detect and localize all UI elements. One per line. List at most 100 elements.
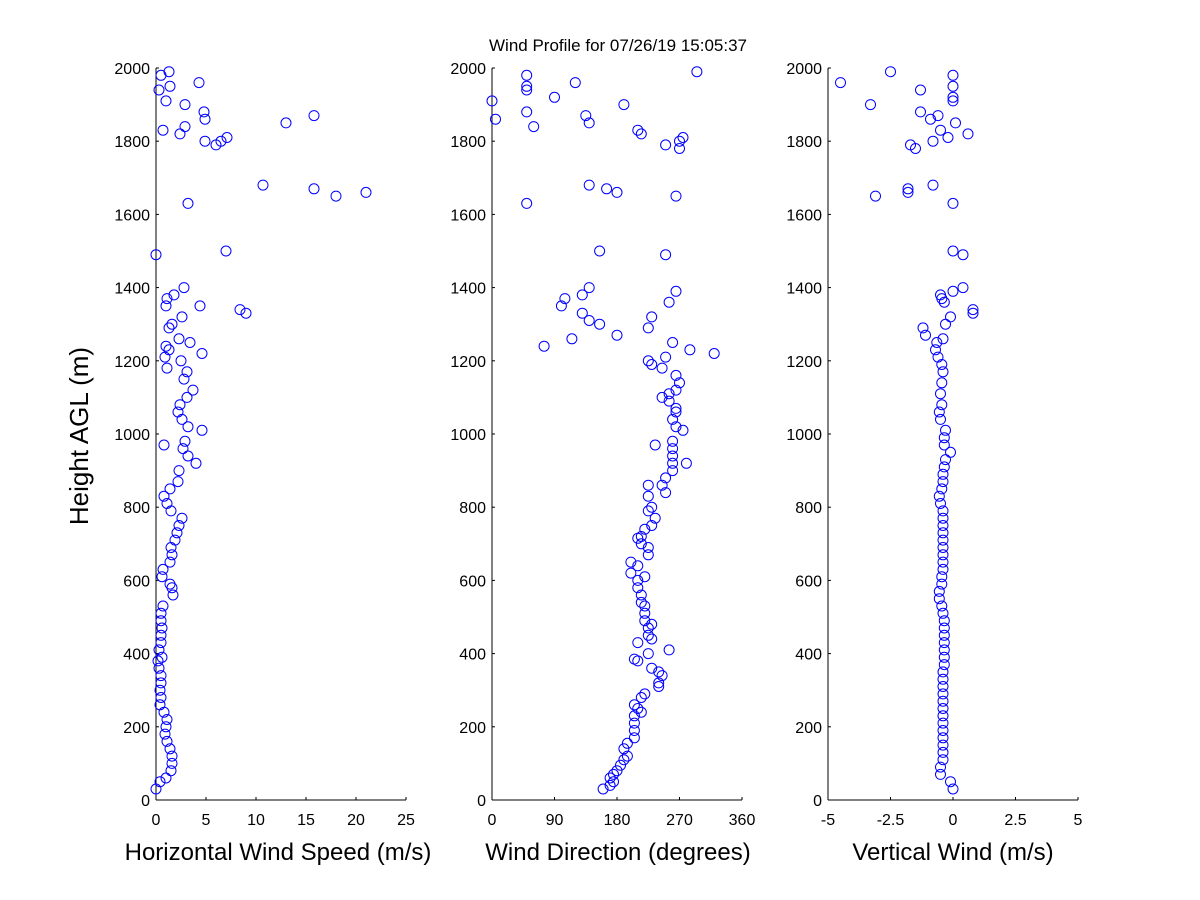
vertical-data-point (938, 296, 950, 308)
direction-data-point (660, 249, 672, 261)
vertical-data-point (933, 585, 945, 597)
direction-data-point (663, 644, 675, 656)
direction-panel: 0 200 400 600 800 1000 1200 1400 1600 1800 2000 0 90… (450, 61, 755, 829)
direction-data-point (628, 717, 640, 729)
vertical-data-point (950, 117, 961, 129)
direction-data-point (635, 538, 647, 550)
vertical-data-point (940, 454, 951, 466)
vertical-y-tick-label: 2000 (786, 61, 822, 78)
speed-data-point (190, 457, 202, 469)
speed-data-point (182, 197, 194, 209)
direction-data-point (635, 596, 647, 608)
direction-x-tick-label: 270 (666, 812, 693, 829)
vertical-data-point (937, 717, 949, 729)
direction-data-point (660, 351, 672, 363)
speed-y-tick-label: 600 (123, 573, 150, 590)
speed-data-point (159, 728, 171, 740)
vertical-data-point (935, 388, 946, 400)
direction-data-point (632, 637, 644, 649)
vertical-data-point (938, 461, 950, 473)
speed-data-point (184, 337, 196, 348)
speed-x-tick-label: 25 (397, 812, 415, 829)
vertical-data-point (942, 132, 954, 143)
direction-data-point (521, 197, 533, 209)
vertical-data-point (947, 91, 959, 103)
direction-data-point (667, 457, 679, 469)
speed-data-point (169, 534, 181, 546)
direction-data-point (663, 395, 675, 407)
direction-y-tick-label: 0 (477, 793, 486, 810)
vertical-data-point (938, 651, 950, 663)
direction-data-point (632, 560, 644, 572)
vertical-y-tick-label: 1400 (786, 281, 822, 298)
vertical-data-point (932, 110, 944, 122)
speed-data-point (156, 622, 168, 634)
direction-data-point (611, 186, 623, 198)
direction-data-point (635, 706, 647, 718)
x-axis-label-speed: Horizontal Wind Speed (m/s) (125, 839, 432, 866)
speed-data-point (178, 373, 190, 385)
speed-data-point (156, 651, 168, 663)
direction-data-point (490, 113, 501, 125)
speed-data-point (173, 520, 185, 531)
vertical-data-point (902, 186, 914, 198)
vertical-data-point (925, 113, 936, 125)
vertical-data-point (937, 710, 949, 722)
direction-data-point (559, 293, 571, 305)
vertical-data-point (937, 695, 949, 707)
direction-x-tick-label: 360 (729, 812, 756, 829)
speed-data-point (166, 750, 178, 762)
vertical-data-point (937, 754, 949, 766)
direction-data-point (642, 479, 654, 491)
direction-data-point (628, 710, 640, 722)
vertical-x-tick-label: -5 (821, 812, 835, 829)
speed-data-point (240, 307, 252, 319)
speed-x-tick-label: 0 (152, 812, 161, 829)
direction-data-point (594, 245, 606, 257)
vertical-y-tick-label: 200 (795, 720, 822, 737)
direction-data-point (611, 765, 623, 777)
speed-data-point (160, 772, 172, 784)
direction-data-point (639, 571, 651, 583)
direction-data-point (628, 653, 640, 665)
direction-data-point (639, 607, 651, 619)
speed-data-point (164, 578, 176, 590)
speed-data-point (165, 765, 177, 777)
vertical-data-point (937, 333, 949, 345)
direction-data-point (674, 143, 685, 154)
vertical-data-point (967, 304, 979, 316)
vertical-data-point (937, 703, 949, 714)
direction-data-point (555, 300, 567, 312)
speed-data-point (157, 600, 169, 612)
vertical-data-point (947, 69, 959, 81)
vertical-data-point (927, 179, 939, 191)
direction-data-point (639, 615, 651, 627)
direction-data-point (618, 754, 630, 766)
direction-data-point (677, 132, 689, 143)
vertical-data-point (947, 285, 959, 297)
speed-data-point (168, 289, 180, 301)
vertical-data-point (902, 183, 914, 195)
direction-data-point (611, 329, 623, 341)
vertical-data-point (947, 783, 959, 795)
speed-x-tick-label: 20 (347, 812, 365, 829)
direction-data-point (677, 424, 689, 436)
direction-data-point (646, 311, 658, 323)
speed-data-point (193, 77, 205, 89)
direction-data-point (621, 750, 633, 762)
direction-x-tick-label: 90 (546, 812, 564, 829)
direction-data-point (566, 333, 578, 345)
direction-y-tick-label: 1000 (450, 427, 486, 444)
speed-data-point (199, 135, 211, 147)
direction-data-point (521, 84, 533, 96)
direction-data-point (621, 737, 633, 749)
direction-data-point (642, 622, 654, 634)
direction-y-tick-label: 1600 (450, 207, 486, 224)
vertical-data-point (945, 776, 956, 788)
speed-data-point (174, 128, 186, 140)
speed-data-point (330, 190, 342, 202)
vertical-data-point (931, 337, 943, 348)
speed-data-point (160, 95, 172, 107)
vertical-data-point (967, 307, 979, 319)
